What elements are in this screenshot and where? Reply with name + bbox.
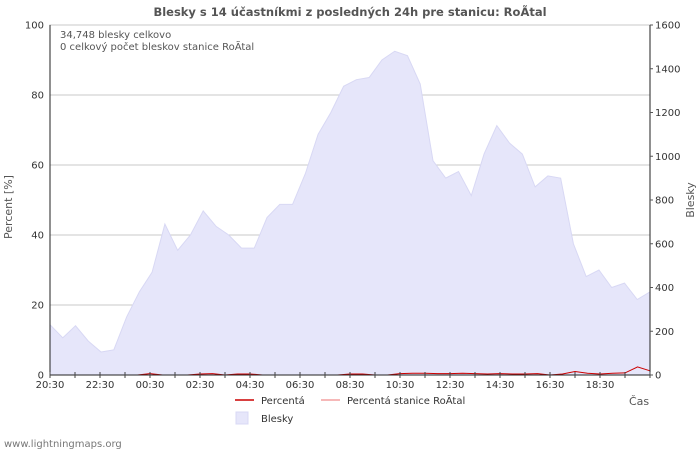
- x-axis-label: Čas: [629, 395, 649, 408]
- y-tick-label-right: 800: [655, 196, 674, 207]
- x-tick-label: 02:30: [186, 380, 215, 391]
- legend: Percentá Percentá stanice RoÃtal Blesky: [235, 394, 465, 425]
- legend-swatch-strikes: [235, 411, 249, 425]
- y-tick-label-right: 400: [655, 283, 674, 294]
- y-axis-label-left: Percent [%]: [2, 175, 15, 239]
- legend-label-strikes: Blesky: [261, 414, 293, 425]
- x-tick-label: 04:30: [236, 380, 265, 391]
- x-tick-label: 06:30: [286, 380, 315, 391]
- y-tick-label-right: 200: [655, 327, 674, 338]
- y-tick-label-left: 100: [25, 21, 44, 32]
- y-tick-label-right: 600: [655, 239, 674, 250]
- footer-credit: www.lightningmaps.org: [4, 439, 122, 450]
- legend-label-percent: Percentá: [261, 395, 305, 407]
- y-tick-label-right: 0: [655, 371, 661, 382]
- strikes-area: [49, 50, 651, 376]
- x-tick-label: 16:30: [536, 380, 565, 391]
- y-tick-label-right: 1600: [655, 21, 680, 32]
- legend-label-station-percent: Percentá stanice RoÃtal: [347, 394, 465, 407]
- chart-title: Blesky s 14 účastníkmi z posledných 24h …: [153, 4, 546, 19]
- y-tick-label-right: 1000: [655, 152, 680, 163]
- y-tick-label-left: 0: [38, 371, 44, 382]
- y-axis-label-right: Blesky: [684, 182, 697, 218]
- x-tick-label: 12:30: [436, 380, 465, 391]
- y-tick-label-left: 20: [31, 301, 44, 312]
- y-tick-label-left: 80: [31, 91, 44, 102]
- y-tick-label-right: 1200: [655, 108, 680, 119]
- x-tick-label: 00:30: [136, 380, 165, 391]
- tick-marks: [49, 24, 653, 378]
- x-tick-label: 10:30: [386, 380, 415, 391]
- total-strikes-note: 34,748 blesky celkovo: [60, 30, 171, 41]
- x-tick-label: 22:30: [86, 380, 115, 391]
- y-tick-label-left: 40: [31, 231, 44, 242]
- y-tick-label-right: 1400: [655, 64, 680, 75]
- x-tick-label: 20:30: [36, 380, 65, 391]
- station-strikes-note: 0 celkový počet bleskov stanice RoÃtal: [60, 40, 254, 53]
- y-tick-label-left: 60: [31, 161, 44, 172]
- x-tick-label: 08:30: [336, 380, 365, 391]
- x-tick-label: 18:30: [586, 380, 615, 391]
- x-tick-label: 14:30: [486, 380, 515, 391]
